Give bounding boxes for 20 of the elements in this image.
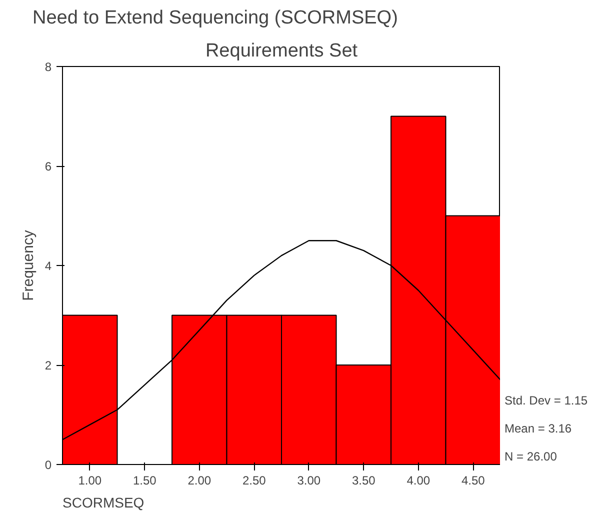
y-tick-label: 6 xyxy=(44,160,52,174)
y-tick-label: 8 xyxy=(44,60,52,74)
x-tick-label: 3.00 xyxy=(297,474,321,488)
text: Mean = 3.16 xyxy=(504,422,572,436)
x-tick-label: 2.00 xyxy=(188,474,212,488)
x-tick-label: 3.50 xyxy=(352,474,376,488)
y-axis-title: Frequency xyxy=(20,230,37,301)
x-tick-label: 1.50 xyxy=(132,474,157,488)
x-tick-label: 1.00 xyxy=(78,474,102,488)
x-tick-label: 2.50 xyxy=(242,474,266,488)
text: Std. Dev = 1.15 xyxy=(504,394,588,408)
x-tick-label: 4.50 xyxy=(461,474,486,488)
chart-subtitle: Requirements Set xyxy=(205,40,358,62)
text: N = 26.00 xyxy=(504,450,558,464)
y-tick-label: 4 xyxy=(44,259,52,273)
chart-title: Need to Extend Sequencing (SCORMSEQ) xyxy=(32,8,398,28)
y-tick-label: 2 xyxy=(44,358,52,372)
y-tick-label: 0 xyxy=(44,458,52,472)
x-tick-label: 4.00 xyxy=(406,474,430,488)
x-axis-title: SCORMSEQ xyxy=(62,494,144,510)
